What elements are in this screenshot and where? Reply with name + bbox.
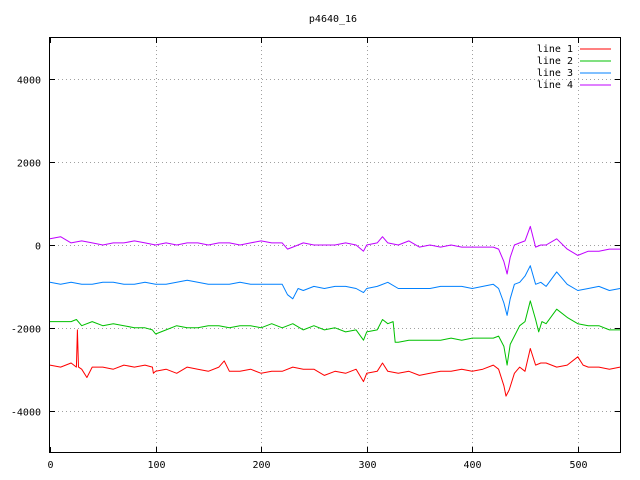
legend-label: line 3 [537,68,573,79]
series-line-4 [49,225,620,275]
y-tick-label: 4000 [17,76,41,87]
x-tick-label: 500 [569,460,587,471]
chart-title: p4640_16 [309,14,357,25]
x-tick-label: 200 [252,460,270,471]
legend-label: line 2 [537,56,573,67]
legend-label: line 1 [537,44,573,55]
series-line-1 [49,329,621,397]
x-tick-label: 100 [147,460,165,471]
x-tick-label: 0 [47,460,53,471]
y-tick-label: 2000 [17,159,41,170]
y-tick-label: -2000 [11,325,41,336]
axis-ticks: 0 100 200 300 400 500 -4000 -2000 0 2000 4000 [11,38,620,471]
x-tick-label: 300 [358,460,376,471]
legend-label: line 4 [537,80,573,91]
y-tick-label: 0 [35,242,41,253]
series-lines [49,225,621,397]
series-line-3 [49,265,621,316]
x-tick-label: 400 [463,460,481,471]
plot-frame [49,37,621,453]
y-tick-label: -4000 [11,408,41,419]
series-line-2 [50,300,620,366]
